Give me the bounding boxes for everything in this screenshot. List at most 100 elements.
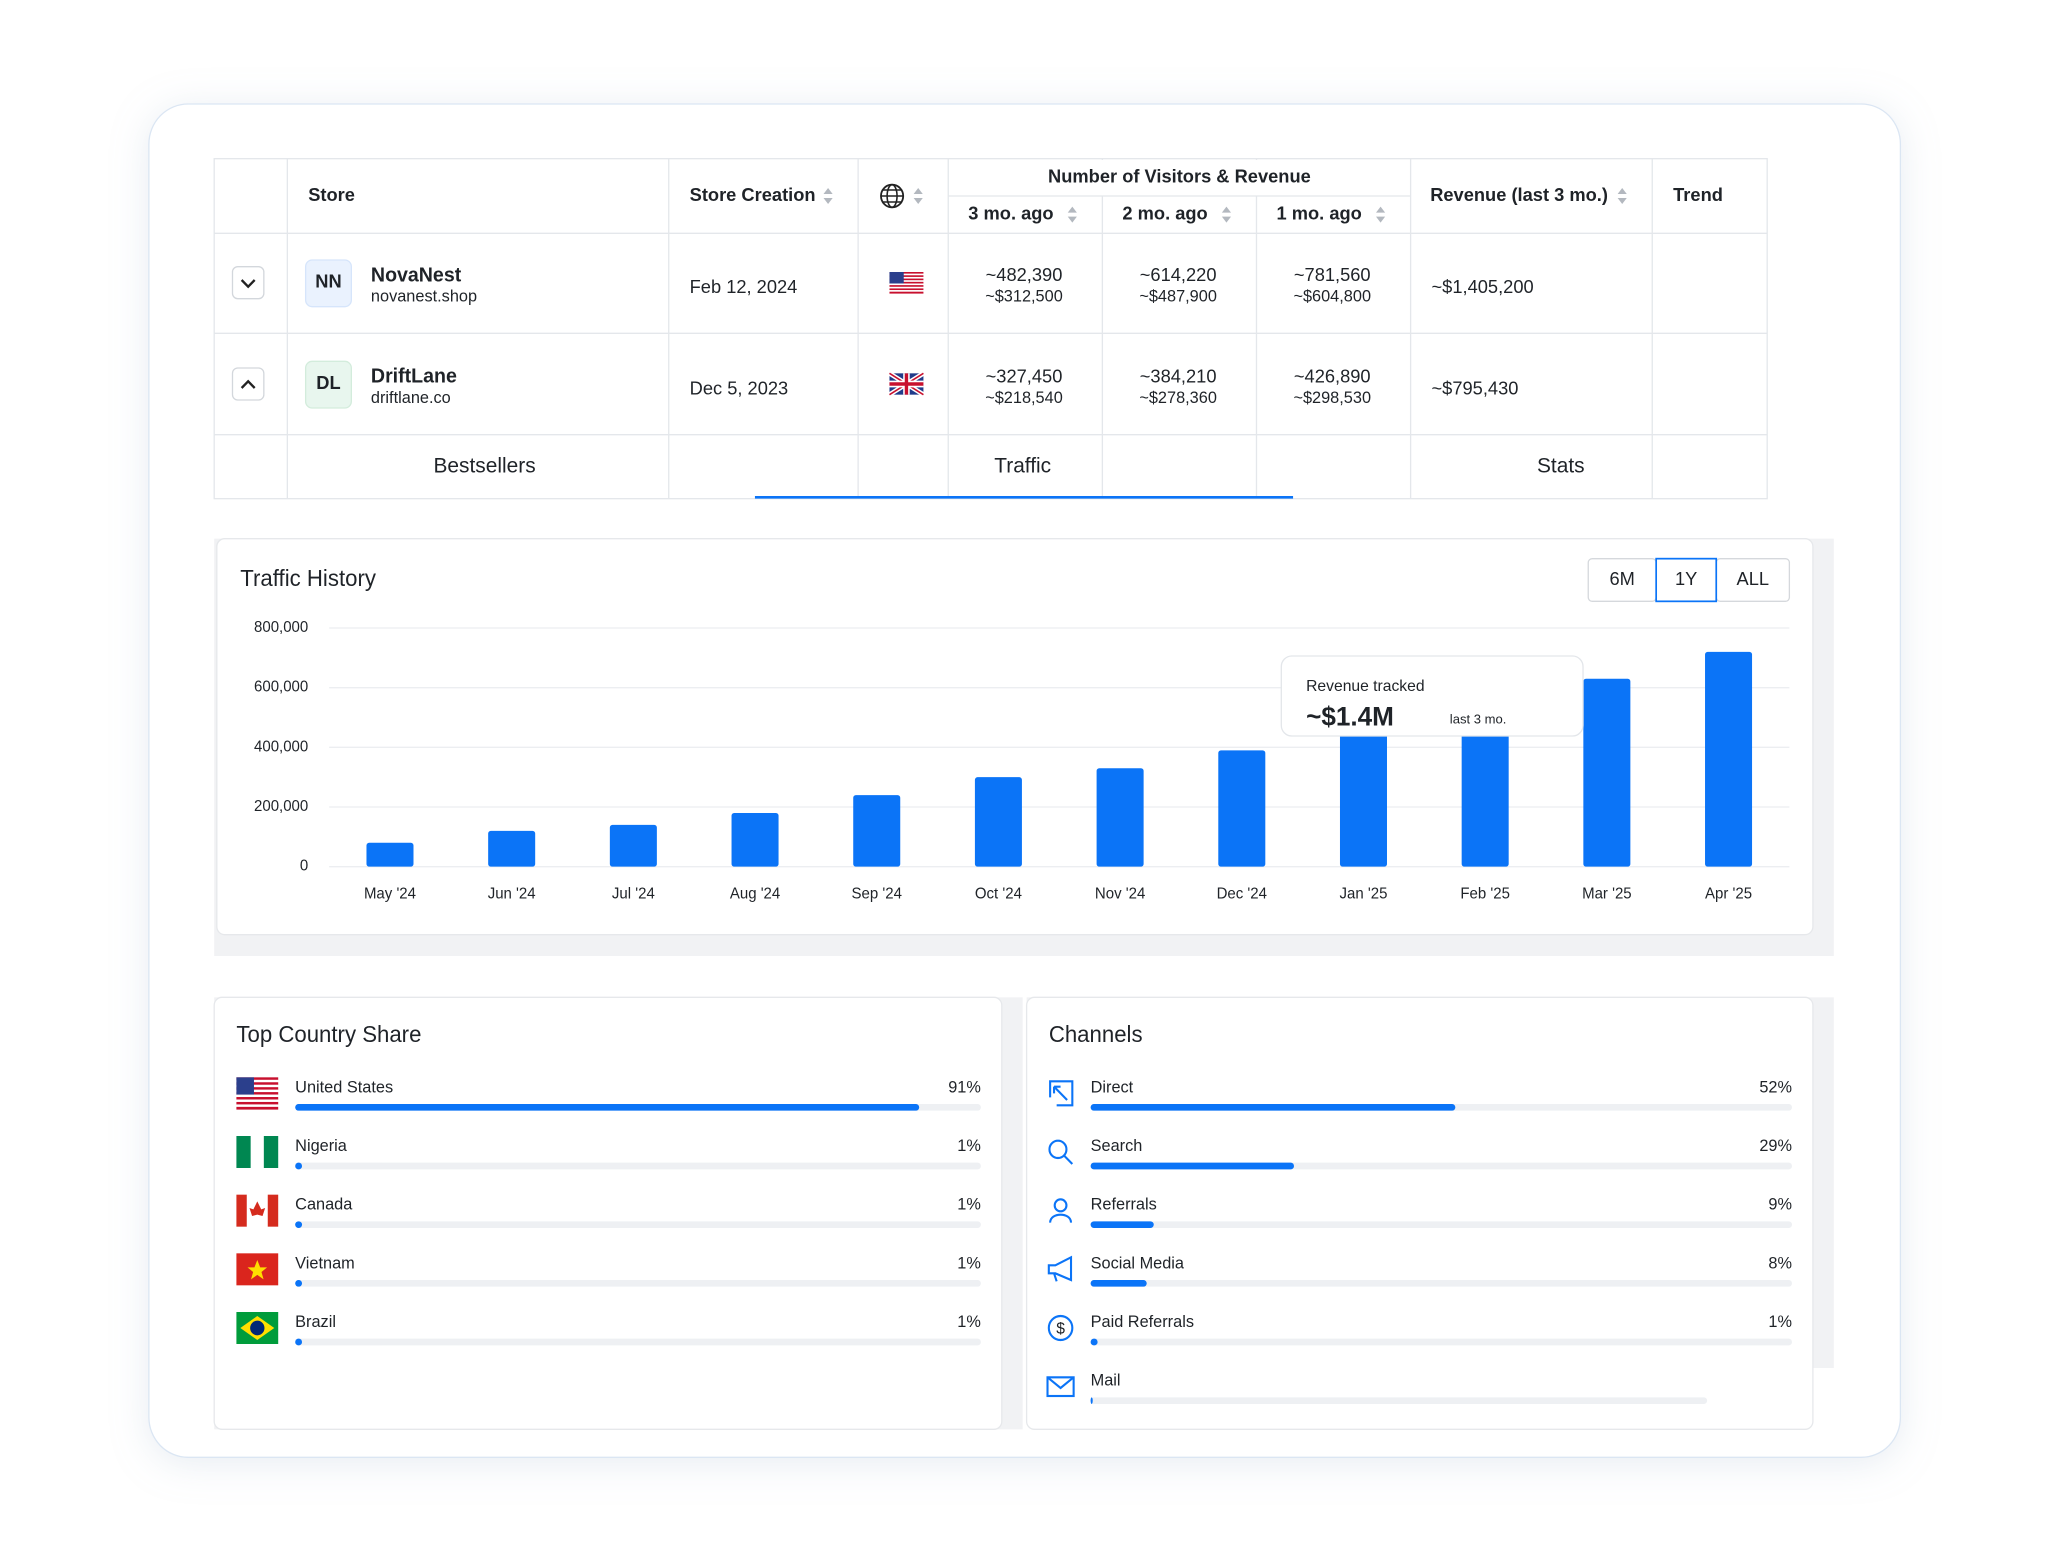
flag-band xyxy=(236,1136,251,1168)
visitors-value: ~614,220 xyxy=(1140,264,1217,285)
bar xyxy=(366,842,414,867)
bar xyxy=(1218,750,1266,867)
flag-stripe xyxy=(236,1079,279,1083)
flag-stripe xyxy=(889,275,924,278)
tab[interactable]: Bestsellers xyxy=(433,454,535,477)
store-initials: DL xyxy=(316,372,340,393)
bar xyxy=(488,830,536,867)
share-label: Referrals xyxy=(1091,1196,1157,1214)
share-value: 29% xyxy=(1759,1137,1792,1155)
revenue-value: ~$278,360 xyxy=(1139,389,1217,407)
store-created: Dec 5, 2023 xyxy=(690,377,789,398)
expand-button[interactable] xyxy=(231,265,265,300)
visitors-value: ~327,450 xyxy=(986,365,1063,386)
sort-icon[interactable] xyxy=(1617,188,1627,204)
bar xyxy=(1461,699,1509,867)
store-initials: NN xyxy=(315,270,341,291)
range-label[interactable]: 6M xyxy=(1610,568,1635,589)
flag-stripe xyxy=(889,290,924,292)
revenue-value: ~$298,530 xyxy=(1293,389,1371,407)
range-label[interactable]: 1Y xyxy=(1675,568,1697,589)
flag-globe xyxy=(250,1320,265,1336)
revenue-total: ~$1,405,200 xyxy=(1432,276,1534,297)
flag-stripe xyxy=(236,1092,279,1095)
x-tick-label: Nov '24 xyxy=(1095,886,1145,903)
chart-card xyxy=(216,538,1814,936)
flag-stripe xyxy=(236,1089,279,1093)
flag-stripe xyxy=(889,283,924,286)
share-label: Nigeria xyxy=(295,1137,348,1155)
x-tick-label: Jan '25 xyxy=(1340,886,1388,903)
share-track xyxy=(295,1162,981,1170)
sort-icon[interactable] xyxy=(1376,206,1386,223)
sort-icon[interactable] xyxy=(913,188,923,204)
flag-band xyxy=(263,1136,279,1168)
sort-icon[interactable] xyxy=(1067,206,1077,223)
sort-icon[interactable] xyxy=(1221,206,1232,223)
flag-band xyxy=(250,1136,264,1168)
share-value: 1% xyxy=(957,1254,981,1272)
x-tick-label: Aug '24 xyxy=(730,886,780,903)
share-track xyxy=(1090,1338,1792,1346)
share-value: 1% xyxy=(1768,1313,1792,1331)
flag-cross xyxy=(889,373,924,395)
visitors-value: ~426,890 xyxy=(1294,365,1371,386)
share-label: United States xyxy=(295,1078,393,1096)
x-tick-label: Sep '24 xyxy=(852,886,902,903)
share-bar xyxy=(1090,1221,1154,1228)
flag-band xyxy=(236,1194,247,1227)
store-domain[interactable]: novanest.shop xyxy=(371,288,477,306)
flag-stripe xyxy=(236,1104,279,1108)
flag-leaf xyxy=(249,1201,266,1216)
channel-icon xyxy=(1046,1376,1075,1398)
share-track xyxy=(1090,1397,1708,1404)
revenue-value: ~$487,900 xyxy=(1139,288,1217,306)
share-bar xyxy=(295,1104,920,1111)
channel-icon xyxy=(1047,1255,1073,1282)
share-value: 91% xyxy=(948,1078,981,1096)
visitors-value: ~384,210 xyxy=(1140,365,1217,386)
y-tick-label: 0 xyxy=(300,858,308,875)
range-label[interactable]: ALL xyxy=(1737,568,1770,589)
sort-icon[interactable] xyxy=(823,188,833,204)
header-period: 2 mo. ago xyxy=(1122,202,1207,223)
x-tick-label: Apr '25 xyxy=(1705,886,1752,903)
share-bar xyxy=(295,1221,303,1228)
flag-star xyxy=(247,1260,268,1280)
flag-stripe xyxy=(889,276,924,279)
share-bar xyxy=(1090,1104,1456,1111)
revenue-value: ~$218,540 xyxy=(985,389,1063,407)
flag-stripe xyxy=(889,286,924,289)
x-tick-label: Feb '25 xyxy=(1460,886,1510,903)
bar xyxy=(731,812,779,867)
share-bar xyxy=(1090,1397,1093,1404)
share-label: Search xyxy=(1091,1137,1143,1155)
flag-stripe xyxy=(889,281,924,284)
y-tick-label: 200,000 xyxy=(254,798,308,815)
visitors-value: ~482,390 xyxy=(986,264,1063,285)
channel-icon xyxy=(1049,1213,1073,1223)
x-tick-label: Dec '24 xyxy=(1217,886,1267,903)
store-domain[interactable]: driftlane.co xyxy=(371,389,451,407)
share-bar xyxy=(295,1338,303,1346)
x-tick-label: Jun '24 xyxy=(488,886,536,903)
expand-button[interactable] xyxy=(231,367,265,401)
tab[interactable]: Stats xyxy=(1537,454,1585,477)
share-track xyxy=(295,1280,981,1287)
share-label: Direct xyxy=(1091,1078,1134,1096)
share-label: Paid Referrals xyxy=(1091,1313,1194,1331)
share-track xyxy=(1090,1280,1792,1287)
y-tick-label: 400,000 xyxy=(254,738,308,755)
channel-icon: $ xyxy=(1056,1320,1065,1337)
tab[interactable]: Traffic xyxy=(994,454,1051,477)
bar xyxy=(1339,723,1387,867)
expand-chevron xyxy=(240,279,256,289)
y-tick-label: 600,000 xyxy=(254,679,308,696)
flag-stripe xyxy=(236,1097,279,1100)
share-bar xyxy=(295,1280,303,1287)
bar xyxy=(1705,651,1753,867)
share-track xyxy=(295,1221,981,1228)
share-bar xyxy=(1090,1280,1147,1287)
table-frame xyxy=(213,157,1768,500)
